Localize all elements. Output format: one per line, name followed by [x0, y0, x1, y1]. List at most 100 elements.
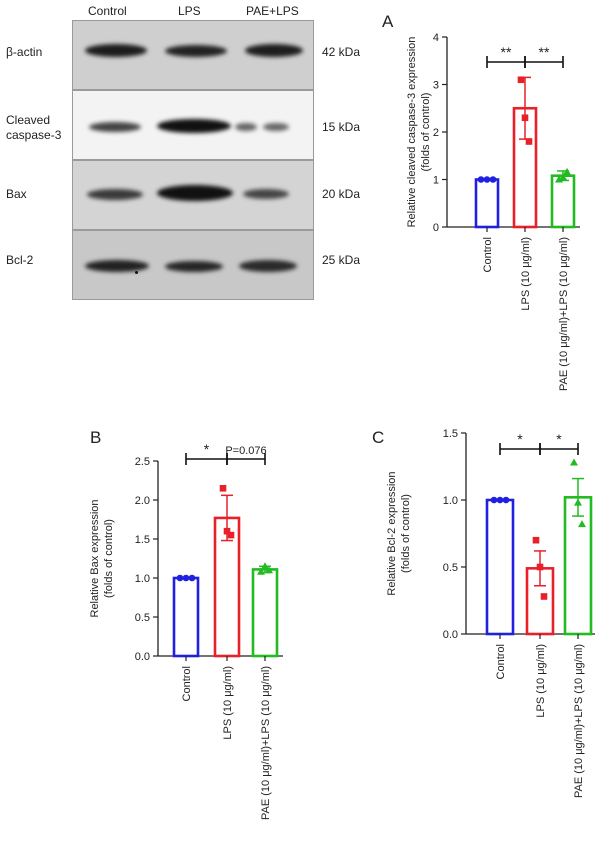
protein-label-cleaved-caspase-3: Cleaved caspase-3: [6, 113, 61, 143]
y-tick-label: 0.5: [443, 562, 458, 574]
bar: [550, 174, 576, 229]
band: [157, 185, 233, 201]
y-axis-label: Relative Bax expression (folds of control…: [89, 499, 115, 617]
data-point: [483, 176, 491, 183]
data-point: [223, 527, 231, 535]
y-tick-label: 3: [433, 80, 439, 92]
data-point: [496, 496, 504, 504]
x-tick-label: LPS (10 μg/ml): [520, 237, 532, 311]
data-point: [265, 566, 273, 574]
x-tick-label: PAE (10 μg/ml)+LPS (10 μg/ml): [558, 237, 570, 391]
bar-chart-bax: 0.0 0.5 1.0 1.5 2.0 2.5 Relative Bax expressio…: [89, 441, 283, 820]
y-axis-label-line: (folds of control): [103, 519, 115, 598]
kda-label-beta-actin: 42 kDa: [322, 45, 361, 59]
y-tick-label: 0.0: [135, 651, 150, 663]
band: [165, 45, 227, 57]
data-point: [176, 574, 184, 582]
data-point: [182, 574, 190, 582]
data-point: [563, 167, 571, 175]
x-tick-label: Control: [181, 666, 193, 701]
data-point: [477, 176, 485, 183]
data-point: [570, 458, 578, 466]
blot-strip-beta-actin: [72, 20, 314, 90]
y-axis-label-line: (folds of control): [400, 494, 412, 573]
bar: [474, 178, 500, 229]
band: [157, 119, 231, 133]
x-tick-label: PAE (10 μg/ml)+LPS (10 μg/ml): [260, 666, 272, 820]
data-point: [261, 562, 269, 570]
protein-label-line: Cleaved: [6, 113, 51, 127]
y-axis-label-line: Relative cleaved caspase-3 expression: [406, 37, 418, 228]
y-tick-label: 4: [433, 32, 439, 44]
band: [85, 44, 147, 57]
protein-label-bcl-2: Bcl-2: [6, 253, 34, 267]
lane-label-pae-lps: PAE+LPS: [246, 4, 299, 18]
x-tick-label: PAE (10 μg/ml)+LPS (10 μg/ml): [573, 644, 585, 798]
band: [235, 123, 257, 131]
y-tick-label: 1.0: [135, 573, 150, 585]
data-point: [574, 498, 582, 506]
y-tick-label: 1.5: [443, 428, 458, 440]
y-axis-label: Relative cleaved caspase-3 expression (fo…: [406, 37, 432, 228]
significance-label: **: [501, 44, 512, 60]
x-tick-label: Control: [482, 237, 494, 272]
band: [243, 189, 289, 199]
data-point: [188, 574, 196, 582]
band: [263, 123, 289, 131]
bar-chart-bcl-2: 0.0 0.5 1.0 1.5 Relative Bcl-2 expression (fo…: [386, 428, 595, 798]
data-point: [489, 176, 497, 183]
data-point: [227, 531, 235, 539]
y-axis-label: Relative Bcl-2 expression (folds of contr…: [386, 471, 412, 595]
y-tick-label: 2.0: [135, 495, 150, 507]
panel-letter-a: A: [382, 12, 394, 31]
bar: [251, 568, 279, 658]
lane-label-lps: LPS: [178, 4, 201, 18]
x-tick-label: LPS (10 μg/ml): [222, 666, 234, 740]
significance-label: *: [517, 431, 523, 447]
band: [89, 122, 141, 132]
kda-label-bax: 20 kDa: [322, 187, 361, 201]
data-point: [555, 175, 563, 183]
blot-speck: [135, 271, 138, 274]
band: [245, 44, 303, 57]
y-tick-label: 1.0: [443, 495, 458, 507]
protein-label-beta-actin: β-actin: [6, 45, 43, 59]
data-point: [536, 563, 544, 571]
data-point: [540, 593, 548, 600]
protein-label-line: caspase-3: [6, 128, 62, 142]
significance-label: **: [539, 44, 550, 60]
protein-label-bax: Bax: [6, 187, 27, 201]
significance-label: *: [556, 431, 562, 447]
western-blot: Control LPS PAE+LPS β-actin 42 kDa Cleav…: [0, 0, 380, 310]
lane-label-control: Control: [88, 4, 127, 18]
significance-label: P=0.076: [225, 445, 266, 457]
y-tick-label: 0.5: [135, 612, 150, 624]
band: [85, 260, 149, 272]
y-axis-label-line: (folds of control): [420, 93, 432, 172]
blot-strip-bax: [72, 160, 314, 230]
kda-label-bcl-2: 25 kDa: [322, 253, 361, 267]
y-tick-label: 2: [433, 127, 439, 139]
bar: [485, 498, 515, 636]
y-axis-label-line: Relative Bax expression: [89, 499, 101, 617]
y-axis-label-line: Relative Bcl-2 expression: [386, 471, 398, 595]
bar: [172, 576, 200, 658]
data-point: [219, 485, 227, 492]
data-point: [490, 496, 498, 504]
band: [87, 189, 143, 200]
y-tick-label: 1.5: [135, 534, 150, 546]
data-point: [532, 536, 540, 544]
x-tick-label: Control: [495, 644, 507, 679]
y-tick-label: 1: [433, 175, 439, 187]
blot-strip-cleaved-caspase-3: [72, 90, 314, 160]
band: [239, 260, 297, 272]
blot-strip-bcl-2: [72, 230, 314, 300]
data-point: [525, 138, 533, 145]
panel-letter-b: B: [90, 428, 102, 447]
kda-label-cleaved-caspase-3: 15 kDa: [322, 120, 361, 134]
y-tick-label: 0.0: [443, 629, 458, 641]
y-tick-label: 0: [433, 222, 439, 234]
panel-letter-c: C: [372, 428, 385, 447]
